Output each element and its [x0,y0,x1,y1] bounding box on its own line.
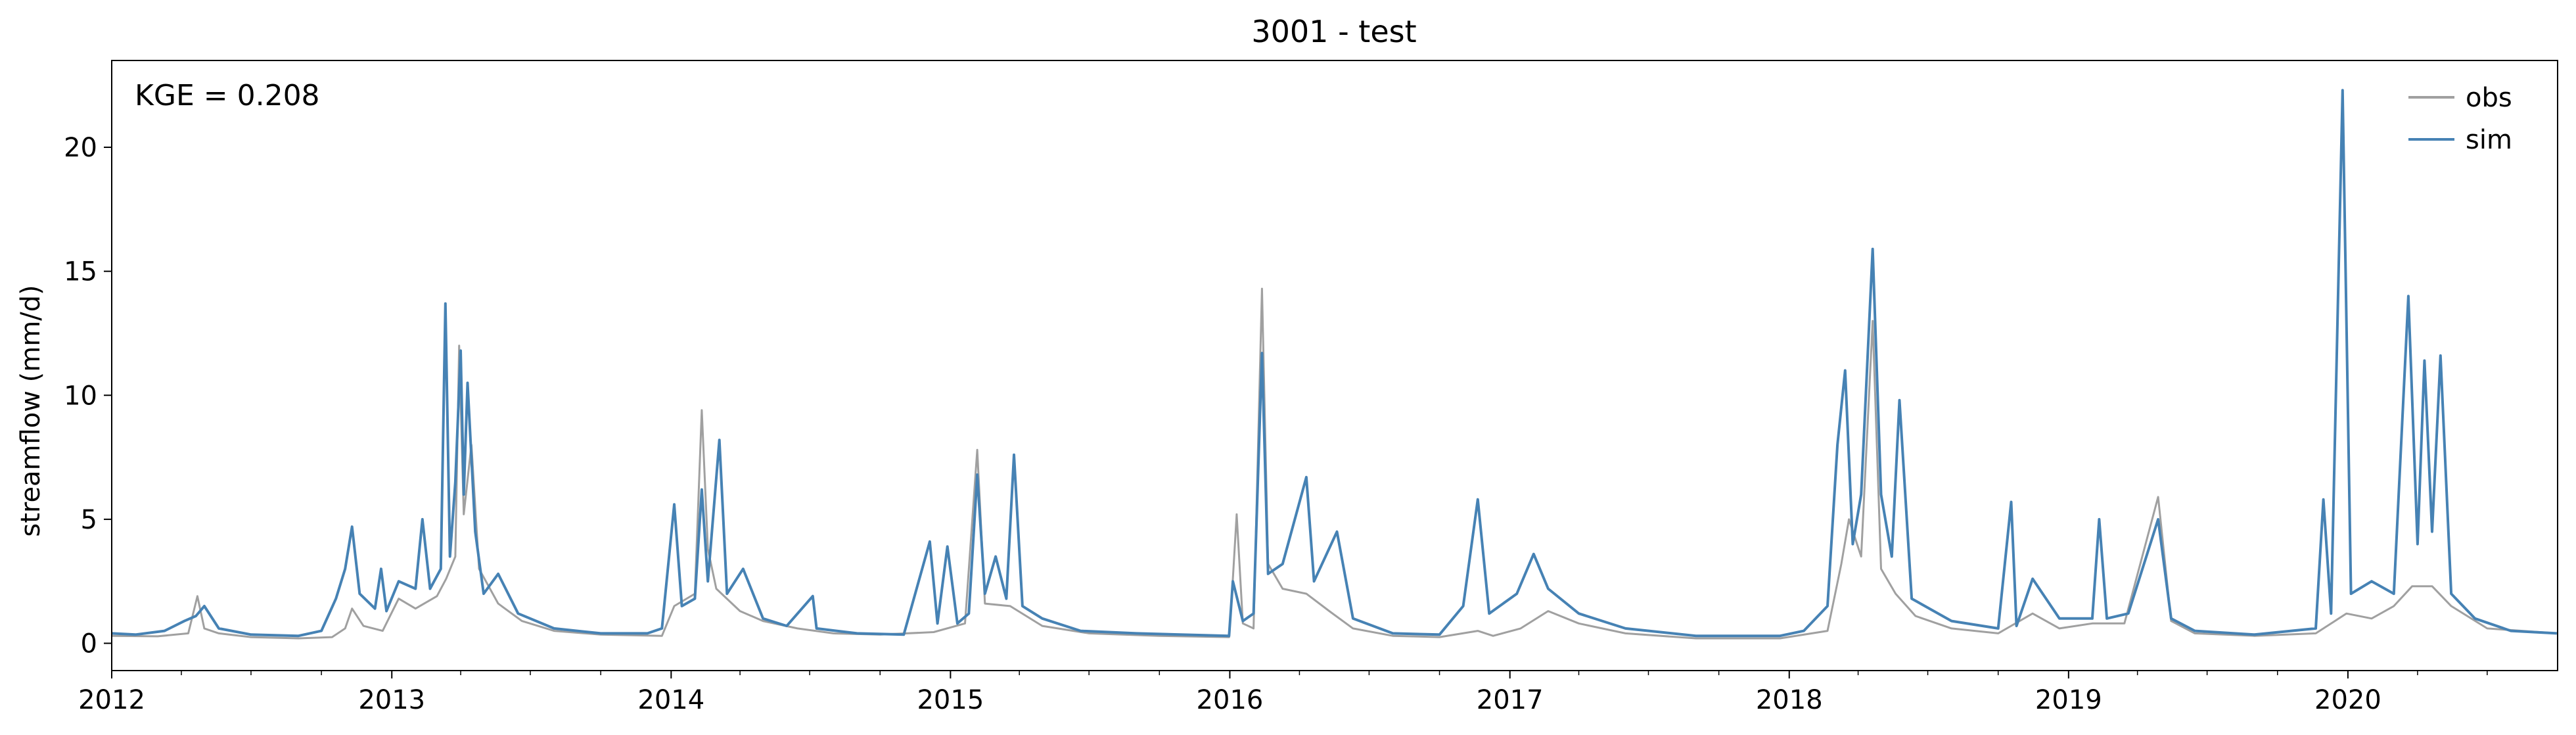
y-tick-label: 10 [64,381,97,411]
series-line-obs [112,287,2557,640]
y-axis-ticks: 0 5 10 15 20 [64,133,112,659]
legend-label-obs: obs [2466,83,2512,113]
x-tick-label: 2015 [917,685,984,715]
legend: obs sim [2408,83,2512,155]
y-tick-label: 5 [81,505,97,535]
x-tick-label: 2020 [2314,685,2381,715]
x-tick-label: 2018 [1756,685,1823,715]
plot-area [112,89,2557,640]
x-tick-label: 2013 [358,685,425,715]
x-tick-label: 2014 [637,685,704,715]
x-tick-label: 2012 [78,685,145,715]
y-tick-label: 20 [64,133,97,163]
x-tick-label: 2016 [1197,685,1264,715]
y-tick-label: 15 [64,257,97,287]
chart-title: 3001 - test [1251,14,1416,49]
series-layer [112,89,2557,640]
x-axis-ticks: 2012 2013 2014 2015 2016 2017 2018 2019 2020 [78,671,2488,715]
x-tick-label: 2019 [2035,685,2102,715]
x-tick-label: 2017 [1477,685,1544,715]
y-axis-label: streamflow (mm/d) [16,285,46,536]
legend-label-sim: sim [2466,125,2512,155]
y-tick-label: 0 [81,629,97,659]
plot-frame [111,60,2558,671]
kge-annotation: KGE = 0.208 [135,79,320,112]
series-line-sim [112,89,2557,638]
